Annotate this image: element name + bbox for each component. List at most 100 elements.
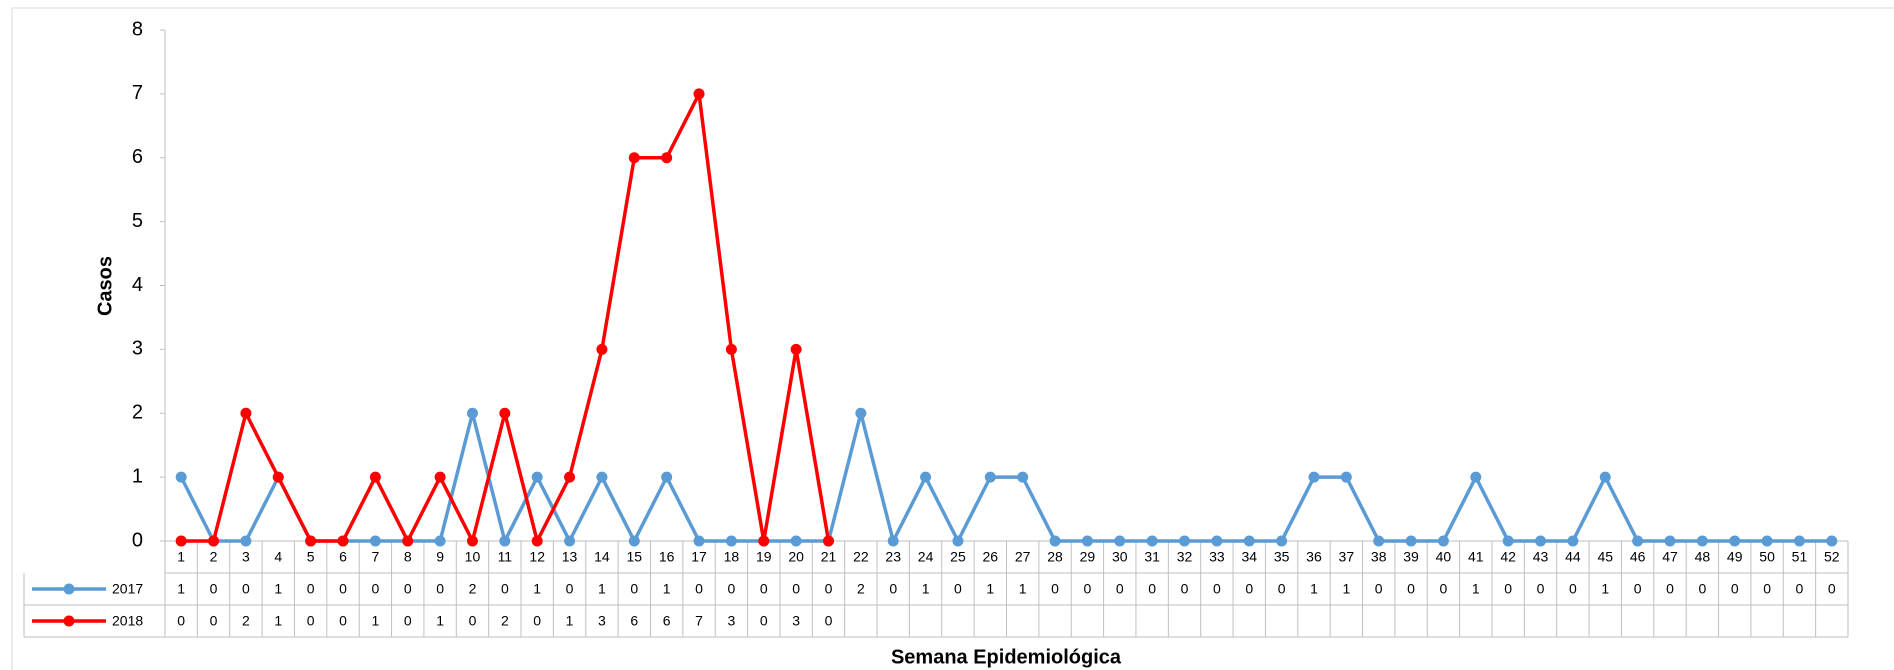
data-point: [1567, 535, 1579, 547]
table-value: 0: [307, 613, 315, 629]
data-point: [661, 152, 673, 164]
x-tick-label: 19: [756, 549, 772, 565]
x-tick-label: 3: [242, 549, 250, 565]
data-point: [887, 535, 899, 547]
data-point: [1664, 535, 1676, 547]
x-tick-label: 49: [1727, 549, 1743, 565]
series-line: [179, 411, 1832, 543]
data-point: [1276, 535, 1288, 547]
table-value: 1: [1342, 581, 1350, 597]
y-tick-label: 7: [132, 82, 143, 104]
table-value: 0: [501, 581, 509, 597]
table-value: 1: [1601, 581, 1609, 597]
x-tick-label: 15: [627, 549, 643, 565]
data-point: [1632, 535, 1644, 547]
data-point: [1049, 535, 1061, 547]
table-value: 0: [242, 581, 250, 597]
legend-marker: [63, 583, 75, 595]
x-tick-label: 31: [1144, 549, 1160, 565]
table-value: 2: [857, 581, 865, 597]
data-point: [337, 535, 349, 547]
x-tick-label: 35: [1274, 549, 1290, 565]
data-point: [790, 535, 802, 547]
x-tick-label: 20: [788, 549, 804, 565]
x-tick-label: 36: [1306, 549, 1322, 565]
table-value: 0: [404, 581, 412, 597]
table-value: 1: [274, 581, 282, 597]
table-value: 0: [177, 613, 185, 629]
x-tick-label: 34: [1241, 549, 1257, 565]
table-value: 0: [1796, 581, 1804, 597]
table-value: 0: [1084, 581, 1092, 597]
x-tick-label: 50: [1759, 549, 1775, 565]
table-value: 0: [404, 613, 412, 629]
x-tick-label: 30: [1112, 549, 1128, 565]
x-tick-label: 41: [1468, 549, 1484, 565]
table-value: 0: [630, 581, 638, 597]
data-point: [1211, 535, 1223, 547]
table-value: 1: [663, 581, 671, 597]
table-value: 0: [1245, 581, 1253, 597]
data-point: [952, 535, 964, 547]
x-tick-label: 17: [691, 549, 707, 565]
data-point: [1179, 535, 1191, 547]
x-tick-label: 47: [1662, 549, 1678, 565]
data-point: [499, 407, 511, 419]
table-value: 2: [469, 581, 477, 597]
data-point: [240, 407, 252, 419]
table-value: 0: [1116, 581, 1124, 597]
table-value: 0: [1148, 581, 1156, 597]
data-point: [1340, 471, 1352, 483]
table-value: 7: [695, 613, 703, 629]
table-value: 0: [825, 613, 833, 629]
y-tick-label: 3: [132, 338, 143, 360]
data-point: [984, 471, 996, 483]
data-point: [661, 471, 673, 483]
x-tick-label: 18: [724, 549, 740, 565]
data-point: [725, 343, 737, 355]
legend-label: 2017: [112, 581, 143, 597]
data-point: [693, 535, 705, 547]
y-tick-label: 0: [132, 529, 143, 551]
table-value: 0: [1763, 581, 1771, 597]
x-tick-label: 40: [1436, 549, 1452, 565]
table-value: 1: [371, 613, 379, 629]
x-tick-label: 32: [1177, 549, 1193, 565]
table-value: 0: [1731, 581, 1739, 597]
y-axis-title: Casos: [94, 256, 116, 316]
x-tick-label: 23: [885, 549, 901, 565]
x-tick-label: 10: [465, 549, 481, 565]
x-tick-label: 13: [562, 549, 578, 565]
table-value: 0: [1698, 581, 1706, 597]
x-tick-label: 2: [210, 549, 218, 565]
data-point: [790, 343, 802, 355]
x-tick-label: 26: [983, 549, 999, 565]
table-value: 0: [1181, 581, 1189, 597]
table-value: 0: [954, 581, 962, 597]
data-point: [1146, 535, 1158, 547]
data-point: [1599, 471, 1611, 483]
data-point: [596, 471, 608, 483]
data-point: [725, 535, 737, 547]
table-value: 1: [436, 613, 444, 629]
y-tick-label: 8: [132, 18, 143, 40]
data-point: [466, 535, 478, 547]
table-value: 0: [1375, 581, 1383, 597]
x-tick-label: 9: [436, 549, 444, 565]
data-point: [369, 535, 381, 547]
data-point: [434, 471, 446, 483]
table-value: 2: [242, 613, 250, 629]
table-value: 6: [630, 613, 638, 629]
x-tick-label: 43: [1533, 549, 1549, 565]
table-value: 1: [922, 581, 930, 597]
table-value: 1: [177, 581, 185, 597]
data-point: [855, 407, 867, 419]
data-point: [564, 535, 576, 547]
table-value: 0: [1537, 581, 1545, 597]
data-point: [1437, 535, 1449, 547]
data-point: [1373, 535, 1385, 547]
x-tick-label: 22: [853, 549, 869, 565]
table-value: 0: [1213, 581, 1221, 597]
data-point: [1793, 535, 1805, 547]
table-value: 0: [1407, 581, 1415, 597]
